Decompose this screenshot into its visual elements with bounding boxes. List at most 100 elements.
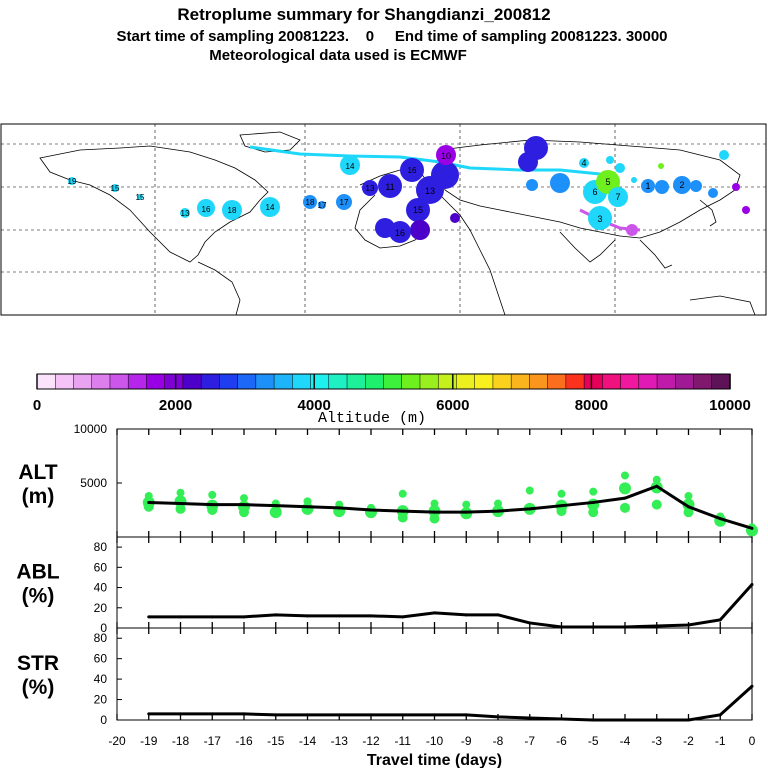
plume-label: 15 <box>111 184 120 193</box>
plume-label: 13 <box>425 186 435 196</box>
series-point <box>433 510 436 514</box>
series-point <box>401 509 405 513</box>
alt-point <box>525 486 534 495</box>
colorbar-swatch <box>693 373 713 390</box>
plume-circle <box>378 174 402 198</box>
plume-label: 14 <box>346 162 355 171</box>
series-point <box>528 621 532 625</box>
x-tick-label: -9 <box>461 734 472 748</box>
x-tick-label: -19 <box>140 734 158 748</box>
series-point <box>147 712 151 716</box>
series-point <box>179 712 182 716</box>
series-point <box>623 718 627 722</box>
series-point <box>306 713 309 717</box>
plume-circle <box>615 163 625 173</box>
plume-circle <box>362 180 378 196</box>
plume-circle <box>742 206 750 214</box>
alt-point <box>239 507 249 518</box>
series-point <box>242 503 246 507</box>
series-point <box>369 614 373 618</box>
colorbar-swatch <box>127 373 148 390</box>
plume-circle <box>673 176 691 194</box>
y-tick-label: 5000 <box>80 476 107 490</box>
y-tick-label: 60 <box>94 652 108 666</box>
plume-label: 11 <box>385 182 394 192</box>
y-tick-label: 80 <box>94 540 108 554</box>
x-tick-label: -6 <box>556 734 567 748</box>
colorbar-swatch <box>346 373 366 390</box>
plume-circle <box>631 177 637 183</box>
plume-label: 13 <box>366 184 375 193</box>
plume-label: 18 <box>306 198 315 207</box>
series-point <box>401 615 405 619</box>
plume-label: 14 <box>266 203 275 212</box>
series-point <box>337 506 341 510</box>
colorbar-swatch <box>36 373 56 390</box>
panel-abl: 0 20 40 60 80 ABL(%) <box>16 536 754 635</box>
x-tick-label: -17 <box>204 734 222 748</box>
alt-point <box>619 482 631 495</box>
plume-circle <box>550 173 570 193</box>
alt-point <box>556 506 567 517</box>
series-point <box>210 712 214 716</box>
y-tick-label: 0 <box>100 713 107 727</box>
x-tick-label: -8 <box>493 734 504 748</box>
series-point <box>560 504 563 508</box>
colorbar-swatch <box>91 373 111 390</box>
colorbar-swatch <box>583 373 603 390</box>
panel-frame <box>116 627 753 721</box>
alt-point <box>207 505 218 515</box>
plume-circle <box>450 213 460 223</box>
series-point <box>655 624 659 628</box>
alt-point <box>365 506 377 519</box>
series-point <box>591 718 595 722</box>
plume-circle <box>180 208 190 218</box>
colorbar-swatch <box>292 373 312 390</box>
x-tick-label: -1 <box>715 734 726 748</box>
alt-point <box>208 490 217 499</box>
alt-point <box>589 487 598 496</box>
x-tick-label: -7 <box>524 734 535 748</box>
plume-label: 6 <box>592 187 597 197</box>
colorbar-swatch <box>328 373 348 390</box>
colorbar-swatch <box>200 373 221 390</box>
series-point <box>655 484 659 488</box>
colorbar-swatch <box>474 373 494 390</box>
plume-circle <box>222 200 242 220</box>
plume-label: 16 <box>202 205 211 214</box>
plume-circle <box>655 180 669 194</box>
plume-circle <box>410 220 430 240</box>
colorbar-swatch <box>510 373 531 390</box>
plume-circle <box>303 195 317 209</box>
series-point <box>274 613 278 617</box>
colorbar-swatch <box>547 373 567 390</box>
y-axis-label: (%) <box>22 676 55 699</box>
plume-circle <box>137 194 143 200</box>
plume-circle <box>641 179 655 193</box>
series-point <box>655 718 659 722</box>
plume-label: 17 <box>340 198 349 207</box>
colorbar-swatch <box>54 373 75 390</box>
panel-frame <box>116 536 753 629</box>
colorbar-swatch <box>602 373 622 390</box>
series-point <box>306 505 309 509</box>
y-tick-label: 0 <box>100 621 107 635</box>
plume-label: 15 <box>413 205 423 215</box>
y-tick-label: 40 <box>94 672 108 686</box>
colorbar-swatch <box>73 373 93 390</box>
plume-label: 3 <box>597 214 602 224</box>
series-point <box>496 715 500 719</box>
x-tick-label: -11 <box>395 734 412 748</box>
colorbar-tick-label: 0 <box>33 397 41 414</box>
y-axis-label: ABL <box>16 561 59 584</box>
x-tick-label: -10 <box>426 734 444 748</box>
alt-point <box>620 502 630 513</box>
series-line <box>148 484 753 530</box>
alt-point <box>301 502 314 515</box>
x-tick-label: -14 <box>299 734 317 748</box>
series-line <box>148 583 754 629</box>
series-line <box>148 685 754 722</box>
colorbar-swatch <box>529 373 549 390</box>
y-tick-label: 60 <box>94 560 108 574</box>
